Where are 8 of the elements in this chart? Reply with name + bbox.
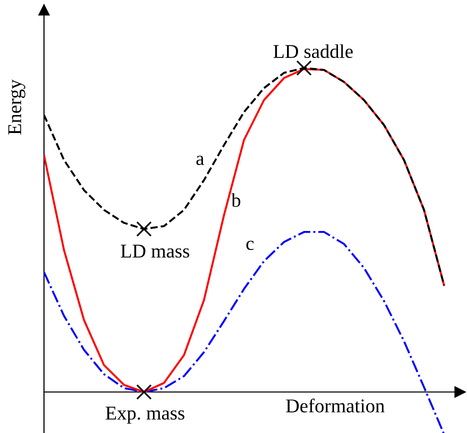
annotation: a <box>196 156 204 166</box>
annotation: c <box>246 240 254 250</box>
annotation: Exp. mass <box>106 406 184 424</box>
x-axis-title: Deformation <box>286 398 385 412</box>
annotation: b <box>231 193 240 207</box>
text: LD saddle <box>273 44 353 58</box>
annotation: LD mass <box>120 244 190 258</box>
y-axis-title: Energy <box>8 79 26 135</box>
